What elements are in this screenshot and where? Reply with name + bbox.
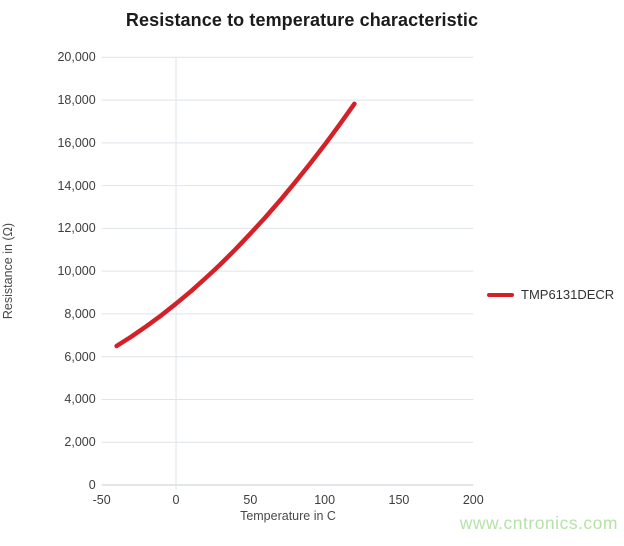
y-tick-label: 16,000 bbox=[57, 135, 96, 150]
chart-title: Resistance to temperature characteristic bbox=[125, 10, 479, 30]
x-tick-label: 0 bbox=[172, 493, 180, 507]
legend: TMP6131DECR bbox=[487, 287, 614, 302]
y-tick-label: 4,000 bbox=[64, 392, 96, 407]
x-tick-label: 50 bbox=[243, 493, 258, 507]
y-tick-label: 6,000 bbox=[64, 349, 96, 364]
x-tick-label: 150 bbox=[388, 493, 410, 507]
y-tick-label: 10,000 bbox=[57, 264, 96, 279]
y-tick-label: 0 bbox=[88, 478, 96, 492]
legend-series-label: TMP6131DECR bbox=[521, 287, 615, 302]
legend-line-swatch bbox=[487, 292, 514, 297]
x-tick-label: -50 bbox=[92, 493, 111, 507]
y-tick-label: 14,000 bbox=[57, 178, 96, 193]
watermark-text: www.cntronics.com bbox=[459, 513, 618, 533]
x-axis-title: Temperature in C bbox=[240, 509, 336, 523]
x-tick-label: 200 bbox=[462, 493, 484, 507]
y-tick-label: 18,000 bbox=[57, 93, 96, 108]
x-tick-label: 100 bbox=[314, 493, 336, 507]
y-axis-title: Resistance in (Ω) bbox=[1, 222, 15, 320]
y-tick-label: 20,000 bbox=[57, 50, 96, 65]
y-tick-label: 8,000 bbox=[64, 306, 96, 321]
y-tick-label: 12,000 bbox=[57, 221, 96, 236]
y-tick-label: 2,000 bbox=[64, 435, 96, 450]
series-line-TMP6131DECR bbox=[114, 101, 357, 349]
